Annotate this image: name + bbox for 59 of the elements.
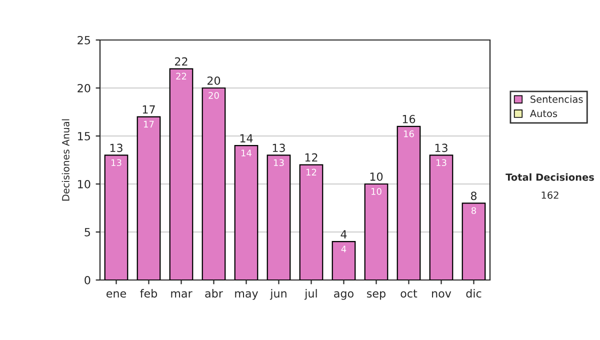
x-tick-label: nov: [432, 291, 452, 298]
total-label: 12: [305, 153, 318, 162]
x-tick-label: oct: [400, 290, 418, 298]
bar: [332, 241, 356, 280]
y-tick-label: 25: [78, 36, 90, 44]
x-tick-label: mar: [171, 291, 192, 298]
total-label: 16: [402, 114, 416, 124]
data-label: 8: [471, 207, 476, 214]
bar: [202, 87, 226, 280]
data-label: 13: [274, 159, 284, 166]
bar: [169, 68, 194, 280]
bar: [396, 126, 421, 280]
data-label: 16: [404, 130, 414, 138]
total-label: 10: [370, 172, 383, 181]
x-tick-label: may: [235, 291, 258, 300]
text: 162: [542, 191, 558, 199]
total-label: 13: [435, 144, 448, 152]
legend-label: Sentencias: [530, 95, 583, 103]
bar: [104, 154, 128, 280]
bar: [364, 183, 388, 280]
data-label: 22: [176, 72, 186, 80]
y-tick-label: 0: [84, 276, 90, 284]
x-tick-label: sep: [367, 291, 386, 300]
total-label: 22: [174, 57, 188, 66]
total-label: 13: [110, 144, 122, 152]
data-label: 12: [306, 168, 316, 176]
y-tick-label: 5: [84, 228, 90, 236]
x-tick-label: ago: [334, 291, 354, 300]
total-label: 13: [272, 144, 285, 152]
y-tick-label: 15: [78, 132, 90, 140]
data-label: 14: [242, 150, 252, 156]
total-label: 4: [340, 230, 347, 238]
y-tick-label: 10: [78, 180, 90, 188]
total-label: 17: [142, 105, 155, 114]
data-label: 4: [341, 246, 346, 252]
y-tick-label: 20: [78, 84, 90, 92]
x-tick-label: dic: [466, 289, 482, 298]
x-tick-label: ene: [106, 291, 126, 298]
bar: [266, 154, 291, 280]
data-label: 10: [372, 188, 382, 195]
total-label: 8: [470, 192, 477, 200]
data-label: 20: [208, 92, 219, 99]
x-tick-label: jun: [270, 289, 286, 300]
bar: [136, 116, 161, 280]
x-tick-label: feb: [140, 289, 158, 298]
data-label: 17: [144, 120, 154, 128]
x-tick-label: abr: [205, 289, 223, 298]
legend-label: Autos: [530, 110, 558, 118]
bar: [234, 145, 258, 280]
x-tick-label: jul: [304, 289, 317, 300]
y-axis-title: Decisiones Anual: [62, 119, 70, 201]
bar: [462, 202, 486, 280]
total-label: 20: [207, 76, 220, 85]
bar: [429, 154, 454, 280]
data-label: 13: [112, 159, 122, 166]
total-label: 14: [240, 134, 253, 142]
bar: [299, 164, 324, 280]
text: Total Decisiones: [506, 173, 594, 181]
data-label: 13: [436, 159, 446, 166]
